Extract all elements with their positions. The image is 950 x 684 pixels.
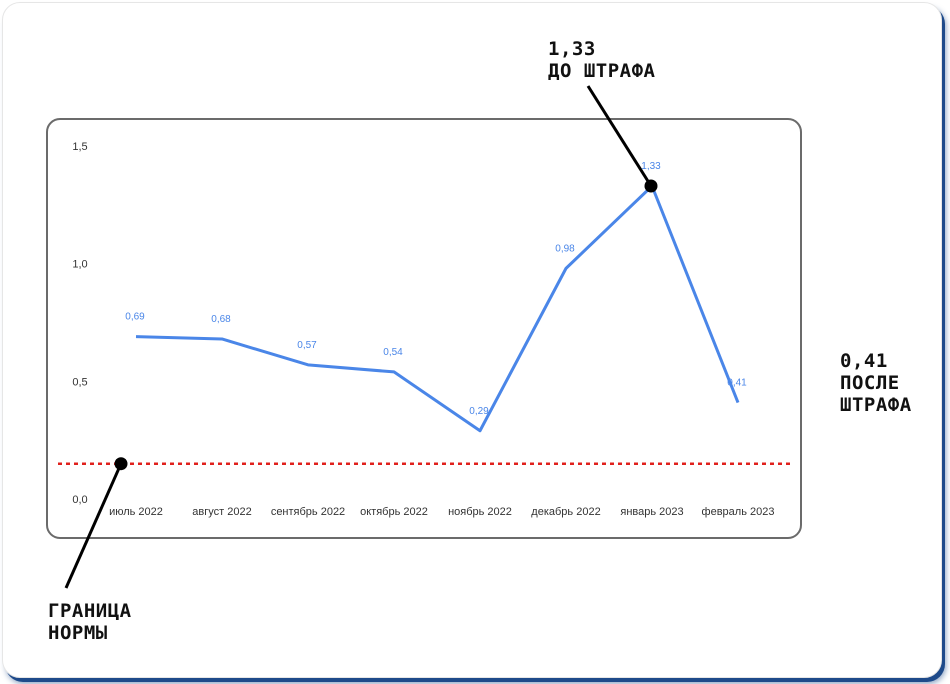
norm-marker — [114, 457, 128, 471]
after-annotation-text-2: ШТРАФА — [840, 394, 912, 416]
data-label: 0,29 — [469, 406, 489, 417]
x-tick-label: декабрь 2022 — [531, 506, 600, 518]
x-tick-label: октябрь 2022 — [360, 506, 428, 518]
peak-marker — [644, 179, 658, 193]
card-frame — [2, 2, 942, 678]
x-tick-label: январь 2023 — [620, 506, 683, 518]
chart-panel — [46, 118, 802, 539]
x-tick-label: ноябрь 2022 — [448, 506, 512, 518]
data-label: 0,98 — [555, 243, 575, 254]
data-labels: 0,69 0,68 0,57 0,54 0,29 0,98 1,33 0,41 — [125, 161, 747, 417]
after-annotation-text-1: ПОСЛЕ — [840, 372, 900, 394]
after-penalty-annotation: 0,41 ПОСЛЕ ШТРАФА — [840, 350, 912, 416]
y-axis: 0,0 0,5 1,0 1,5 — [72, 141, 87, 506]
y-tick-label: 1,5 — [72, 141, 87, 153]
x-tick-label: февраль 2023 — [702, 506, 775, 518]
series-line — [135, 184, 740, 433]
norm-annotation: ГРАНИЦА НОРМЫ — [48, 600, 132, 644]
y-tick-label: 0,5 — [72, 376, 87, 388]
data-label: 0,68 — [211, 314, 231, 325]
peak-annotation: 1,33 ДО ШТРАФА — [548, 38, 655, 82]
data-label: 0,41 — [727, 378, 747, 389]
x-tick-label: июль 2022 — [109, 506, 163, 518]
norm-annotation-text-2: НОРМЫ — [48, 622, 108, 644]
peak-annotation-text: ДО ШТРАФА — [548, 60, 656, 82]
x-axis: июль 2022 август 2022 сентябрь 2022 октябрь… — [109, 506, 774, 518]
data-label: 1,33 — [641, 161, 661, 172]
data-label: 0,57 — [297, 340, 317, 351]
after-annotation-value: 0,41 — [840, 350, 888, 372]
data-label: 0,69 — [125, 312, 145, 323]
data-label: 0,54 — [383, 347, 403, 358]
x-tick-label: сентябрь 2022 — [271, 506, 345, 518]
peak-pointer-line — [586, 85, 653, 187]
y-tick-label: 0,0 — [72, 494, 87, 506]
norm-annotation-text-1: ГРАНИЦА — [48, 600, 132, 622]
y-tick-label: 1,0 — [72, 259, 87, 271]
x-tick-label: август 2022 — [192, 506, 251, 518]
norm-pointer-line — [64, 463, 123, 589]
peak-annotation-value: 1,33 — [548, 38, 596, 60]
